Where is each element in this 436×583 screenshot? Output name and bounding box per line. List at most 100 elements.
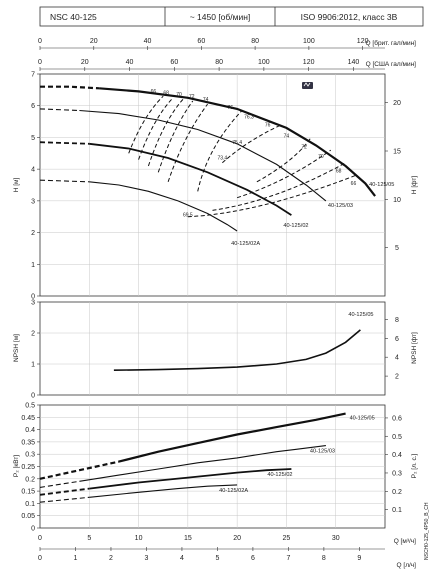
top-tick-label: 100 — [303, 38, 315, 45]
npsh-y-ticks-right: 2 4 6 8 — [385, 317, 399, 381]
efficiency-arc — [167, 103, 208, 182]
efficiency-arc — [236, 149, 332, 199]
efficiency-label: 68 — [163, 91, 169, 97]
curve-label: 40-125/02A — [231, 241, 260, 247]
head-y-label: H [м] — [13, 178, 20, 193]
efficiency-label: 68 — [336, 168, 342, 174]
curve-label: 40-125/05 — [348, 312, 373, 318]
head-curves: 40-125/05 40-125/03 40-125/02 40-125/02A — [39, 85, 394, 247]
ls-tick-label: 9 — [357, 555, 361, 562]
y-tick-label: 3 — [31, 198, 35, 205]
top-tick-label: 140 — [348, 59, 360, 66]
efficiency-label: 76.3 — [244, 114, 254, 120]
efficiency-label: 75.4 — [232, 140, 242, 146]
y-tick-label: 4 — [31, 167, 35, 174]
y-tick-label-right: 20 — [393, 100, 401, 107]
curve-line — [89, 181, 238, 232]
ls-tick-label: 7 — [286, 555, 290, 562]
power-y-ticks-right: 0.1 0.2 0.3 0.4 0.5 0.6 — [385, 415, 402, 514]
curve-label: 40-125/02 — [267, 472, 292, 478]
curve-line — [89, 468, 292, 490]
curve-label: 40-125/05 — [369, 182, 394, 188]
npsh-y-label-right: NPSH [фт] — [411, 332, 418, 364]
ls-tick-label: 6 — [251, 555, 255, 562]
ls-tick-label: 0 — [38, 555, 42, 562]
head-plot-frame — [39, 73, 386, 297]
efficiency-label: 72 — [301, 145, 307, 151]
npsh-grid — [40, 302, 385, 395]
m3h-tick-label: 30 — [332, 535, 340, 542]
curve-line — [118, 412, 346, 463]
head-y-ticks: 0 1 2 3 4 5 6 7 — [31, 72, 40, 301]
ls-axis-label: Q [л/ч] — [397, 562, 417, 569]
y-tick-label: 0.05 — [21, 513, 35, 520]
y-tick-label-right: 0.2 — [392, 489, 402, 496]
efficiency-arc — [212, 162, 346, 211]
ls-tick-label: 4 — [180, 555, 184, 562]
power-curves: 40-125/05 40-125/03 40-125/02 40-125/02A — [39, 412, 375, 503]
top-tick-label: 80 — [251, 38, 259, 45]
y-tick-label-right: 0.4 — [392, 452, 402, 459]
efficiency-arc — [138, 97, 174, 160]
y-tick-label: 0.1 — [25, 501, 35, 508]
y-tick-label-right: 0.6 — [392, 415, 402, 422]
y-tick-label: 1 — [31, 262, 35, 269]
y-tick-label: 1 — [31, 362, 35, 369]
y-tick-label: 0.3 — [25, 452, 35, 459]
top-tick-label: 120 — [303, 59, 315, 66]
y-tick-label: 7 — [31, 72, 35, 79]
efficiency-arc — [197, 110, 243, 192]
top-tick-label: 20 — [90, 38, 98, 45]
curve-line — [79, 445, 326, 482]
ls-tick-label: 3 — [145, 555, 149, 562]
header-model: NSC 40-125 — [50, 12, 97, 22]
header-standard: ISO 9906:2012, класс 3B — [301, 12, 398, 22]
curve-line — [99, 87, 376, 197]
y-tick-label-right: 5 — [395, 245, 399, 252]
imp-gpm-ticks: 0 20 40 60 80 100 120 — [38, 38, 369, 50]
npsh-plot-frame — [39, 301, 386, 396]
efficiency-label: 70 — [318, 154, 324, 160]
ls-ticks: 0 1 2 3 4 5 6 7 8 9 — [38, 547, 361, 562]
y-tick-label: 0 — [31, 294, 35, 301]
ls-tick-label: 2 — [109, 555, 113, 562]
m3h-tick-label: 0 — [38, 535, 42, 542]
top-tick-label: 60 — [197, 38, 205, 45]
ls-tick-label: 1 — [74, 555, 78, 562]
npsh-curves: 40-125/05 — [113, 312, 374, 371]
brand-logo-glyph — [303, 82, 311, 87]
curve-label: 40-125/02A — [219, 488, 248, 494]
m3h-tick-label: 15 — [184, 535, 192, 542]
y-tick-label-right: 10 — [393, 197, 401, 204]
y-tick-label-right: 2 — [395, 374, 399, 381]
power-y-label: P₂ [кВт] — [13, 455, 20, 477]
ls-tick-label: 8 — [322, 555, 326, 562]
curve-label: 40-125/03 — [310, 449, 335, 455]
y-tick-label-right: 8 — [395, 317, 399, 324]
y-tick-label: 0.4 — [25, 427, 35, 434]
efficiency-arc — [222, 124, 282, 164]
y-tick-label: 0.25 — [21, 464, 35, 471]
curve-dashed-segment — [39, 487, 90, 496]
efficiency-arc — [187, 175, 356, 218]
header-box — [39, 6, 424, 27]
top-tick-label: 120 — [357, 38, 369, 45]
y-tick-label: 0.2 — [25, 476, 35, 483]
y-tick-label-right: 0.3 — [392, 470, 402, 477]
side-code: NSCH0-125_4P50_B_CH — [424, 502, 430, 560]
top-tick-label: 0 — [38, 59, 42, 66]
power-y-ticks: 0 0.05 0.1 0.15 0.2 0.25 0.3 0.35 0.4 0.45 0.5 — [21, 403, 40, 533]
y-tick-label-right: 0.5 — [392, 434, 402, 441]
curve-label: 40-125/05 — [350, 416, 375, 422]
efficiency-label: 74 — [284, 133, 290, 139]
efficiency-label: 72 — [189, 94, 195, 100]
curve-dashed-segment — [40, 85, 100, 90]
y-tick-label-right: 6 — [395, 336, 399, 343]
top-tick-label: 0 — [38, 38, 42, 45]
curve-line — [89, 142, 292, 216]
y-tick-label: 0.5 — [25, 403, 35, 410]
curve-line — [79, 109, 327, 202]
efficiency-arc — [157, 100, 194, 173]
y-tick-label: 5 — [31, 135, 35, 142]
